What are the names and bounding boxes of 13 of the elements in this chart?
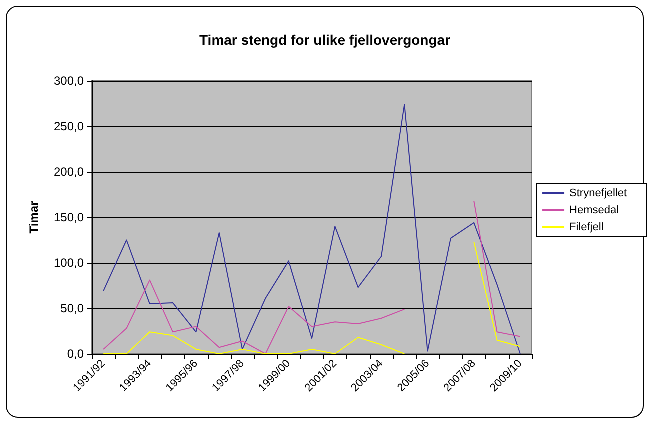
y-tick-label: 0,0 [67,347,84,361]
y-tick-label: 150,0 [54,210,84,224]
y-tick-label: 100,0 [54,256,84,270]
legend-label: Hemsedal [570,204,620,216]
y-tick-label: 50,0 [60,302,84,316]
legend-label: Filefjell [570,222,604,234]
y-tick-label: 200,0 [54,165,84,179]
chart-title: Timar stengd for ulike fjellovergongar [199,32,452,48]
y-axis-title: Timar [27,200,41,234]
line-series [103,104,521,354]
legend-label: Strynefjellet [570,188,628,200]
y-tick-label: 250,0 [54,120,84,134]
y-tick-label: 300,0 [54,74,84,88]
